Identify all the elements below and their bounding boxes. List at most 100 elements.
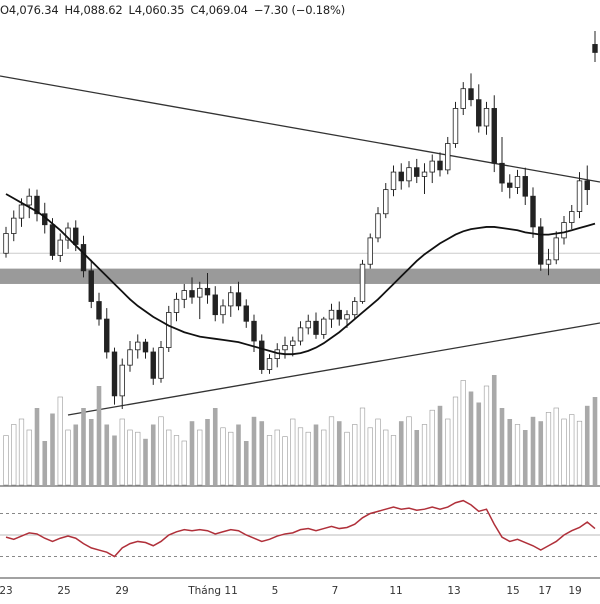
- resistance-trendline: [0, 75, 600, 183]
- volume-bar: [282, 436, 288, 486]
- candle-body: [259, 340, 265, 370]
- candle-body: [476, 99, 482, 127]
- volume-bar: [50, 413, 55, 485]
- candle-body: [49, 224, 56, 256]
- open-value: O4,076.34: [0, 3, 59, 17]
- candle-body: [173, 298, 180, 313]
- candle-body: [73, 227, 79, 245]
- ohlc-legend: O4,076.34 H4,088.62 L4,060.35 C4,069.04 −7.3…: [0, 3, 351, 19]
- volume-bar: [197, 429, 203, 486]
- x-tick-label: 23: [0, 585, 13, 597]
- volume-bar: [321, 429, 327, 486]
- volume-bar: [545, 412, 552, 486]
- candle-body: [584, 180, 590, 191]
- candle-body: [460, 88, 466, 109]
- candle-body: [452, 108, 459, 144]
- volume-bar: [476, 402, 482, 485]
- candle-body: [445, 143, 451, 171]
- x-axis-ticks: 23 25 29 Tháng 11 5 7 11 13 15 17 19: [0, 585, 582, 597]
- volume-bar: [468, 391, 474, 485]
- x-tick-label: 13: [447, 585, 460, 597]
- volume-bar: [359, 407, 366, 486]
- volume-bar: [42, 441, 48, 485]
- volume-bar: [57, 396, 63, 486]
- candle-body: [437, 160, 443, 171]
- candle-body: [375, 213, 381, 239]
- candle-body: [11, 217, 17, 234]
- candle-body: [26, 195, 32, 206]
- volume-bar: [220, 427, 226, 486]
- candle-body: [150, 351, 156, 379]
- volume-bar: [173, 435, 180, 486]
- candle-body: [592, 44, 598, 53]
- volume-bar: [65, 429, 71, 486]
- candle-body: [499, 162, 505, 184]
- candle-body: [561, 222, 567, 239]
- volume-bar: [119, 418, 125, 486]
- volume-bar: [34, 408, 40, 485]
- low-value: L4,060.35: [128, 3, 185, 17]
- volume-bar: [305, 431, 311, 486]
- candle-body: [80, 244, 87, 272]
- candle-body: [352, 301, 358, 316]
- volume-bar: [530, 416, 536, 485]
- candle-body: [321, 318, 327, 335]
- candle-body: [468, 88, 474, 101]
- candle-body: [522, 176, 528, 197]
- candle-body: [390, 171, 397, 191]
- volume-bar: [18, 418, 25, 486]
- candle-body: [367, 237, 373, 265]
- volume-bar: [112, 435, 117, 485]
- x-tick-label: 11: [389, 585, 402, 597]
- candle-body: [553, 237, 559, 261]
- volume-bar: [522, 430, 528, 485]
- candle-body: [576, 180, 583, 212]
- candle-body: [119, 364, 125, 397]
- volume-bar: [406, 416, 412, 486]
- candle-body: [111, 351, 118, 397]
- volume-bar: [150, 424, 156, 485]
- volume-bar: [367, 427, 373, 486]
- candle-body: [127, 349, 133, 366]
- volume-bar: [390, 435, 397, 486]
- volume-bar: [352, 424, 358, 486]
- candle-body: [429, 160, 435, 173]
- candle-body: [344, 314, 350, 320]
- volume-bar: [127, 429, 133, 486]
- volume-bar: [328, 416, 335, 486]
- volume-bar: [383, 429, 389, 486]
- volume-bar: [460, 380, 466, 486]
- volume-bar: [569, 414, 575, 486]
- volume-bar: [592, 397, 598, 485]
- candle-body: [414, 167, 420, 177]
- candle-body: [282, 345, 288, 351]
- volume-bar: [181, 440, 187, 486]
- support-zone: [0, 268, 600, 284]
- x-tick-label: 17: [538, 585, 551, 597]
- volume-bar: [228, 431, 234, 486]
- volume-bar: [452, 396, 459, 486]
- volume-bar: [336, 421, 342, 485]
- x-tick-label: 29: [115, 585, 128, 597]
- change-value: −7.30 (−0.18%): [253, 3, 346, 17]
- candle-body: [65, 227, 71, 241]
- volume-bar: [491, 375, 497, 485]
- candle-body: [228, 292, 234, 307]
- volume-bars: [3, 375, 598, 486]
- volume-bar: [514, 424, 521, 486]
- volume-bar: [212, 408, 218, 485]
- volume-bar: [158, 416, 164, 486]
- candle-body: [57, 239, 63, 256]
- candle-body: [545, 259, 552, 265]
- candle-body: [34, 195, 40, 215]
- candle-body: [328, 309, 335, 320]
- candle-body: [569, 211, 575, 223]
- volume-bar: [561, 418, 567, 486]
- candle-body: [359, 263, 366, 302]
- x-tick-label: 15: [506, 585, 519, 597]
- candle-body: [181, 290, 187, 300]
- volume-bar: [259, 421, 265, 485]
- candle-body: [212, 294, 218, 316]
